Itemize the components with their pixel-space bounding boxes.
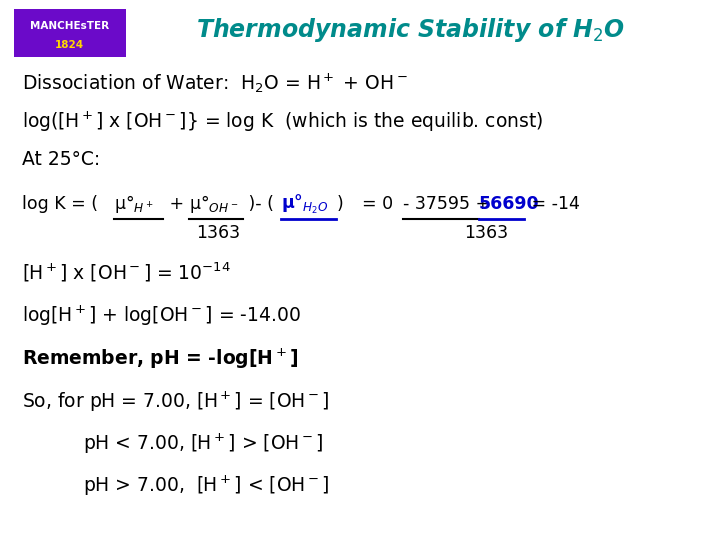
Text: So, for pH = 7.00, [H$^+$] = [OH$^-$]: So, for pH = 7.00, [H$^+$] = [OH$^-$] — [22, 390, 329, 414]
Text: 1824: 1824 — [55, 40, 84, 50]
Text: μ°$_{H^+}$: μ°$_{H^+}$ — [114, 193, 153, 215]
Text: pH < 7.00, [H$^+$] > [OH$^-$]: pH < 7.00, [H$^+$] > [OH$^-$] — [83, 432, 323, 456]
Text: = 0: = 0 — [351, 195, 399, 213]
Text: μ°$_{OH^-}$: μ°$_{OH^-}$ — [189, 193, 238, 215]
Text: μ°$_{H_2O}$: μ°$_{H_2O}$ — [281, 193, 328, 215]
Text: At 25°C:: At 25°C: — [22, 150, 100, 169]
Text: ): ) — [336, 195, 343, 213]
Text: 1363: 1363 — [464, 224, 508, 242]
Text: Thermodynamic Stability of H$_2$O: Thermodynamic Stability of H$_2$O — [196, 16, 625, 44]
Text: Remember, pH = -log[H$^+$]: Remember, pH = -log[H$^+$] — [22, 347, 298, 371]
Text: 56690: 56690 — [479, 195, 539, 213]
Text: = -14: = -14 — [526, 195, 580, 213]
Text: MANCHEsTER: MANCHEsTER — [30, 21, 109, 31]
Text: pH > 7.00,  [H$^+$] < [OH$^-$]: pH > 7.00, [H$^+$] < [OH$^-$] — [83, 474, 330, 498]
Text: )- (: )- ( — [243, 195, 274, 213]
FancyBboxPatch shape — [14, 9, 126, 57]
Text: [H$^+$] x [OH$^-$] = 10$^{-14}$: [H$^+$] x [OH$^-$] = 10$^{-14}$ — [22, 261, 230, 285]
Text: - 37595 +: - 37595 + — [403, 195, 496, 213]
Text: 1363: 1363 — [196, 224, 240, 242]
Text: log([H$^+$] x [OH$^-$]} = log K  (which is the equilib. const): log([H$^+$] x [OH$^-$]} = log K (which i… — [22, 110, 543, 133]
Text: Dissociation of Water:  H$_2$O = H$^+$ + OH$^-$: Dissociation of Water: H$_2$O = H$^+$ + … — [22, 72, 408, 96]
Text: log[H$^+$] + log[OH$^-$] = -14.00: log[H$^+$] + log[OH$^-$] = -14.00 — [22, 304, 300, 328]
Text: log K = (: log K = ( — [22, 195, 98, 213]
Text: +: + — [164, 195, 190, 213]
